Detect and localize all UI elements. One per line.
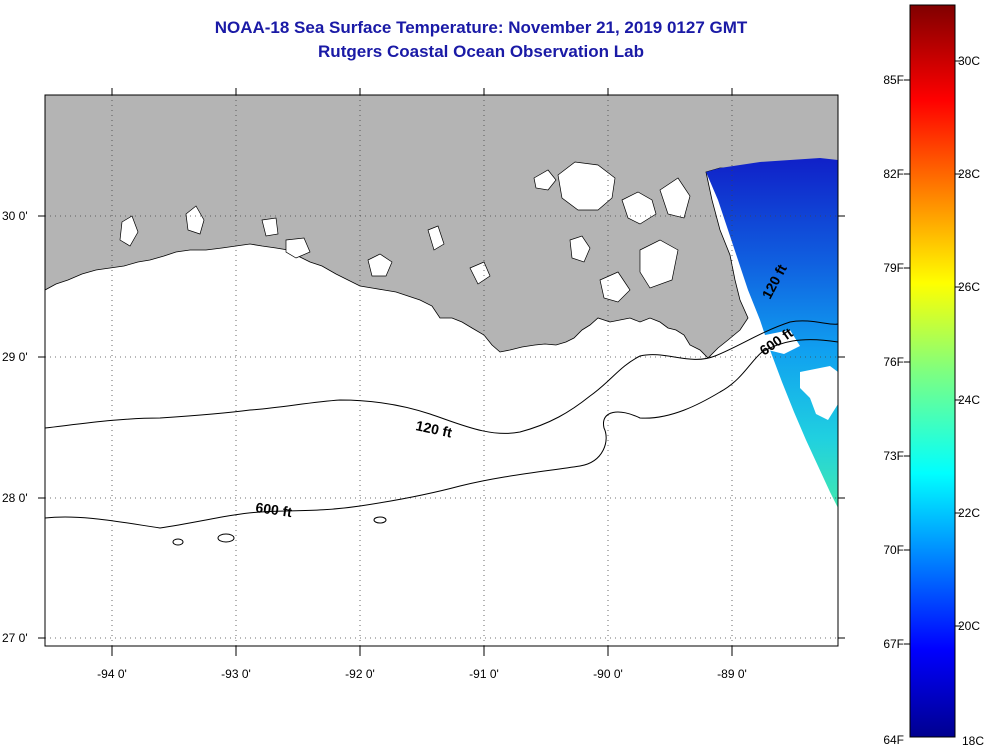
axis-ticks — [38, 88, 845, 656]
colorbar-c-label: 26C — [958, 280, 980, 294]
sst-swath — [706, 158, 838, 508]
lon-label-94: -94 0' — [97, 667, 127, 681]
lat-label-30: 30 0' — [2, 209, 28, 223]
colorbar-f-label: 82F — [883, 167, 904, 181]
colorbar-f-label: 85F — [883, 73, 904, 87]
colorbar-c-label: 24C — [958, 393, 980, 407]
lon-label-91: -91 0' — [469, 667, 499, 681]
colorbar — [909, 4, 956, 738]
map-subtitle: Rutgers Coastal Ocean Observation Lab — [318, 42, 644, 61]
map-title: NOAA-18 Sea Surface Temperature: Novembe… — [214, 18, 748, 37]
inland-lakes — [119, 161, 691, 303]
colorbar-c-label: 28C — [958, 167, 980, 181]
plot-frame — [44, 94, 839, 647]
colorbar-f-label: 79F — [883, 261, 904, 275]
colorbar-ticks — [904, 60, 961, 645]
contour-label-120ft: 120 ft — [414, 417, 453, 440]
colorbar-c-label: 20C — [958, 619, 980, 633]
lat-label-29: 29 0' — [2, 350, 28, 364]
lat-label-27: 27 0' — [2, 631, 28, 645]
land-mass — [45, 95, 838, 359]
colorbar-f-label: 64F — [883, 733, 904, 747]
cloud-mask — [800, 366, 838, 420]
lon-label-93: -93 0' — [221, 667, 251, 681]
colorbar-c-label: 30C — [958, 54, 980, 68]
lon-label-92: -92 0' — [345, 667, 375, 681]
colorbar-f-label: 67F — [883, 637, 904, 651]
lon-label-90: -90 0' — [593, 667, 623, 681]
colorbar-f-label: 73F — [883, 449, 904, 463]
contour-label-600ft: 600 ft — [255, 499, 294, 520]
lat-label-28: 28 0' — [2, 491, 28, 505]
colorbar-f-label: 76F — [883, 355, 904, 369]
colorbar-c-label: 22C — [958, 506, 980, 520]
colorbar-f-label: 70F — [883, 543, 904, 557]
bathymetry-contours — [44, 320, 839, 546]
grid-lines — [45, 95, 838, 646]
colorbar-c-label: 18C — [962, 734, 984, 748]
lon-label-89: -89 0' — [717, 667, 747, 681]
